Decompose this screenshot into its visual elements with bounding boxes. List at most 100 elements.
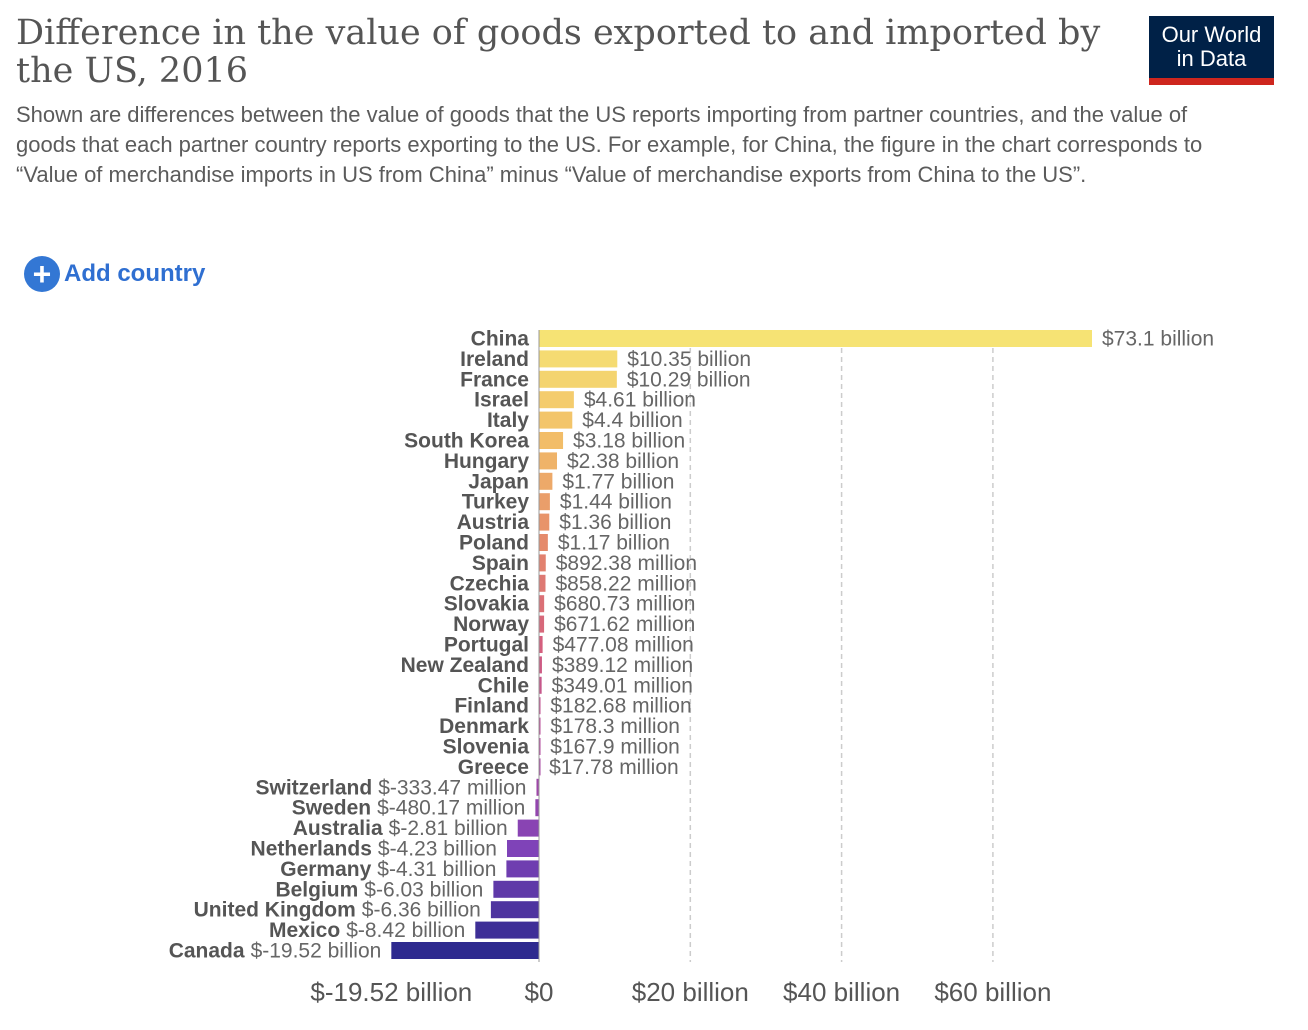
bar <box>391 942 539 959</box>
bar <box>539 330 1092 347</box>
bar <box>539 717 541 735</box>
chart-subtitle: Shown are differences between the value … <box>16 102 1203 187</box>
logo-line-1: Our World <box>1161 22 1262 47</box>
category-label: Canada <box>169 940 245 963</box>
x-tick-label: $20 billion <box>632 977 749 1007</box>
category-label: Ireland <box>460 348 529 371</box>
value-label: $10.35 billion <box>627 348 751 371</box>
value-label: $1.44 billion <box>560 491 672 514</box>
category-label: New Zealand <box>401 654 529 677</box>
category-label: Sweden <box>292 797 371 820</box>
x-tick-label: $0 <box>525 977 554 1007</box>
category-label: Italy <box>487 409 529 432</box>
category-label: Portugal <box>444 634 529 657</box>
bar <box>539 758 541 776</box>
x-tick-label: $60 billion <box>934 977 1051 1007</box>
value-label: $-480.17 million <box>377 797 525 820</box>
value-label: $389.12 million <box>552 654 693 677</box>
category-label: Australia <box>293 817 383 840</box>
bar <box>539 370 617 388</box>
value-label: $4.61 billion <box>584 389 696 412</box>
category-label: Belgium <box>275 878 358 901</box>
category-label: Germany <box>280 858 371 881</box>
value-label: $2.38 billion <box>567 450 679 473</box>
bar <box>475 921 539 939</box>
bar <box>490 901 539 919</box>
category-label: South Korea <box>404 430 529 453</box>
value-label: $1.77 billion <box>562 470 674 493</box>
bar <box>539 676 542 694</box>
category-label: Slovakia <box>444 593 530 616</box>
bar <box>539 554 546 572</box>
category-label: Austria <box>457 511 530 534</box>
category-label: France <box>460 368 529 391</box>
bar <box>539 452 558 470</box>
logo-accent-bar <box>1149 78 1274 85</box>
bar <box>539 534 548 551</box>
x-tick-label: $-19.52 billion <box>310 977 472 1007</box>
bar <box>507 840 539 857</box>
value-label: $-6.03 billion <box>364 878 483 901</box>
category-label: Spain <box>472 552 529 575</box>
category-label: Turkey <box>462 491 530 514</box>
value-label: $-2.81 billion <box>389 817 508 840</box>
x-tick-label: $40 billion <box>783 977 900 1007</box>
value-label: $-4.23 billion <box>378 838 497 861</box>
bar <box>493 880 539 898</box>
value-label: $1.36 billion <box>559 511 671 534</box>
bar <box>539 697 541 715</box>
value-label: $-6.36 billion <box>362 899 481 922</box>
category-label: Switzerland <box>256 776 373 799</box>
value-label: $671.62 million <box>554 613 695 636</box>
add-country-button[interactable]: + Add country <box>24 256 205 292</box>
bar <box>539 656 542 674</box>
bar <box>539 411 573 429</box>
value-label: $1.17 billion <box>558 532 670 555</box>
category-label: Denmark <box>439 715 529 738</box>
bar <box>536 778 539 796</box>
category-label: Poland <box>459 532 529 555</box>
value-label: $680.73 million <box>554 593 695 616</box>
category-label: Chile <box>478 674 529 697</box>
value-label: $167.9 million <box>550 736 680 759</box>
category-label: China <box>471 328 530 351</box>
value-label: $-19.52 billion <box>251 940 382 963</box>
value-label: $3.18 billion <box>573 430 685 453</box>
bar <box>517 819 539 837</box>
bar <box>539 595 545 613</box>
category-label: Mexico <box>269 919 340 942</box>
category-label: Hungary <box>444 450 530 473</box>
value-label: $73.1 billion <box>1102 328 1214 351</box>
bar <box>539 738 541 755</box>
value-label: $349.01 million <box>552 674 693 697</box>
value-label: $858.22 million <box>555 572 696 595</box>
category-label: Czechia <box>450 572 530 595</box>
category-label: Netherlands <box>251 838 372 861</box>
value-label: $-333.47 million <box>378 776 526 799</box>
bar <box>539 493 550 511</box>
bar <box>539 472 553 490</box>
category-label: Israel <box>474 389 529 412</box>
bar <box>539 513 550 531</box>
value-label: $182.68 million <box>550 695 691 718</box>
category-label: United Kingdom <box>194 899 356 922</box>
bar <box>539 391 574 409</box>
owid-logo[interactable]: Our World in Data <box>1149 16 1274 85</box>
bar <box>506 860 539 878</box>
value-label: $-4.31 billion <box>377 858 496 881</box>
add-country-label: Add country <box>64 260 206 287</box>
value-label: $178.3 million <box>550 715 680 738</box>
bar <box>539 636 543 653</box>
bar <box>539 574 546 592</box>
value-label: $892.38 million <box>556 552 697 575</box>
category-label: Finland <box>454 695 529 718</box>
category-label: Slovenia <box>443 736 530 759</box>
value-label: $4.4 billion <box>582 409 682 432</box>
logo-line-2: in Data <box>1176 46 1247 71</box>
bar <box>539 432 564 449</box>
value-label: $-8.42 billion <box>346 919 465 942</box>
plus-circle-icon: + <box>24 256 60 292</box>
bar <box>535 799 539 817</box>
value-label: $477.08 million <box>553 634 694 657</box>
category-label: Greece <box>458 756 529 779</box>
